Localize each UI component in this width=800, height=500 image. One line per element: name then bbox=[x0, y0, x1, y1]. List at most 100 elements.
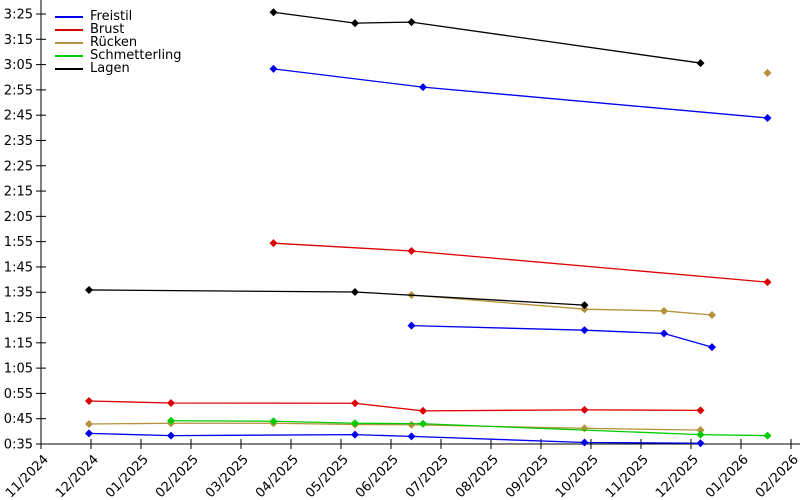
data-point-marker bbox=[696, 59, 705, 68]
y-tick-label: 1:55 bbox=[4, 235, 33, 250]
x-tick-label: 11/2024 bbox=[3, 452, 52, 500]
segment-line bbox=[411, 294, 713, 316]
segment-line bbox=[273, 68, 768, 119]
data-point-marker bbox=[763, 431, 772, 440]
chart-legend: Freistil Brust Rücken Schmetterling Lage… bbox=[55, 10, 182, 75]
series-schmetterling bbox=[166, 416, 772, 440]
legend-label-lagen: Lagen bbox=[90, 61, 130, 76]
legend-entry-lagen: Lagen bbox=[55, 62, 182, 75]
data-point-marker bbox=[269, 417, 278, 426]
data-point-marker bbox=[407, 321, 416, 330]
y-tick-label: 2:45 bbox=[4, 109, 33, 124]
data-point-marker bbox=[350, 399, 360, 408]
legend-line-brust bbox=[55, 28, 83, 31]
segment-line bbox=[273, 11, 701, 64]
legend-label-freistil: Freistil bbox=[90, 9, 133, 24]
y-tick-label: 0:55 bbox=[4, 387, 33, 402]
y-tick-label: 1:45 bbox=[4, 260, 33, 275]
legend-label-brust: Brust bbox=[90, 22, 125, 37]
legend-entry-freistil: Freistil bbox=[55, 10, 182, 23]
series-brust bbox=[84, 239, 772, 415]
legend-entry-brust: Brust bbox=[55, 23, 182, 36]
y-tick-label: 2:25 bbox=[4, 159, 33, 174]
series-ruecken bbox=[84, 68, 772, 435]
data-point-marker bbox=[269, 239, 278, 248]
data-point-marker bbox=[580, 424, 589, 433]
data-point-marker bbox=[418, 406, 428, 415]
legend-line-ruecken bbox=[55, 41, 83, 44]
data-point-marker bbox=[350, 430, 360, 439]
legend-entry-schmetterling: Schmetterling bbox=[55, 49, 182, 62]
segment-line bbox=[411, 324, 713, 348]
data-point-marker bbox=[707, 310, 717, 320]
series-freistil bbox=[84, 64, 772, 448]
data-point-marker bbox=[84, 285, 94, 294]
x-tick-label: 04/2025 bbox=[253, 452, 302, 500]
y-tick-label: 3:15 bbox=[4, 33, 33, 48]
x-tick-label: 02/2025 bbox=[153, 452, 202, 500]
legend-label-schmetterling: Schmetterling bbox=[90, 48, 182, 63]
data-point-marker bbox=[696, 406, 705, 415]
axes bbox=[40, 0, 800, 445]
data-point-marker bbox=[696, 439, 705, 448]
data-point-marker bbox=[763, 68, 772, 77]
y-tick-label: 1:25 bbox=[4, 311, 33, 326]
data-point-marker bbox=[418, 83, 428, 92]
legend-line-lagen bbox=[55, 67, 83, 70]
segment-line bbox=[88, 432, 701, 444]
data-point-marker bbox=[350, 19, 360, 28]
data-point-marker bbox=[696, 430, 705, 439]
data-point-marker bbox=[707, 343, 717, 352]
legend-line-freistil bbox=[55, 15, 83, 18]
data-point-marker bbox=[269, 8, 278, 17]
data-point-marker bbox=[580, 305, 589, 314]
data-point-marker bbox=[84, 429, 94, 438]
data-point-marker bbox=[580, 326, 589, 335]
data-point-marker bbox=[418, 419, 428, 428]
data-point-marker bbox=[166, 399, 176, 408]
segment-line bbox=[273, 242, 768, 283]
data-point-marker bbox=[659, 329, 669, 338]
data-point-marker bbox=[407, 18, 416, 27]
data-point-marker bbox=[763, 278, 772, 287]
data-point-marker bbox=[84, 396, 94, 406]
x-tick-label: 12/2024 bbox=[53, 452, 102, 500]
y-tick-label: 1:15 bbox=[4, 336, 33, 351]
y-tick-group: 0:35 0:45 0:55 1:05 1:15 1:25 1:35 1:45 1:55 2:05… bbox=[4, 8, 46, 453]
segment-line bbox=[88, 422, 701, 431]
x-tick-label: 01/2025 bbox=[103, 452, 152, 500]
x-tick-label: 12/2025 bbox=[653, 452, 702, 500]
segment-line bbox=[170, 420, 768, 437]
y-tick-label: 0:35 bbox=[4, 438, 33, 453]
x-tick-label: 06/2025 bbox=[353, 452, 402, 500]
y-tick-label: 2:05 bbox=[4, 210, 33, 225]
y-tick-label: 0:45 bbox=[4, 412, 33, 427]
series-lagen bbox=[84, 8, 705, 310]
y-tick-label: 2:55 bbox=[4, 83, 33, 98]
data-point-marker bbox=[580, 301, 589, 310]
y-tick-label: 2:15 bbox=[4, 185, 33, 200]
segment-line bbox=[88, 400, 701, 412]
data-point-marker bbox=[580, 438, 589, 447]
x-tick-label: 08/2025 bbox=[453, 452, 502, 500]
x-tick-label: 07/2025 bbox=[403, 452, 452, 500]
data-point-marker bbox=[269, 64, 278, 73]
data-point-marker bbox=[166, 431, 176, 440]
y-tick-label: 2:35 bbox=[4, 134, 33, 149]
data-point-marker bbox=[84, 420, 94, 429]
legend-label-ruecken: Rücken bbox=[90, 35, 138, 50]
y-tick-label: 3:05 bbox=[4, 58, 33, 73]
data-point-marker bbox=[763, 113, 772, 122]
data-point-marker bbox=[580, 405, 589, 414]
data-point-marker bbox=[407, 246, 416, 256]
legend-line-schmetterling bbox=[55, 54, 83, 57]
x-tick-group: 11/2024 12/2024 01/2025 02/2025 03/2025 04/20… bbox=[3, 439, 800, 500]
data-point-marker bbox=[166, 416, 176, 425]
data-point-marker bbox=[407, 420, 416, 429]
x-tick-label: 10/2025 bbox=[553, 452, 602, 500]
y-tick-label: 3:25 bbox=[4, 8, 33, 23]
data-point-marker bbox=[407, 432, 416, 441]
x-tick-label: 03/2025 bbox=[203, 452, 252, 500]
